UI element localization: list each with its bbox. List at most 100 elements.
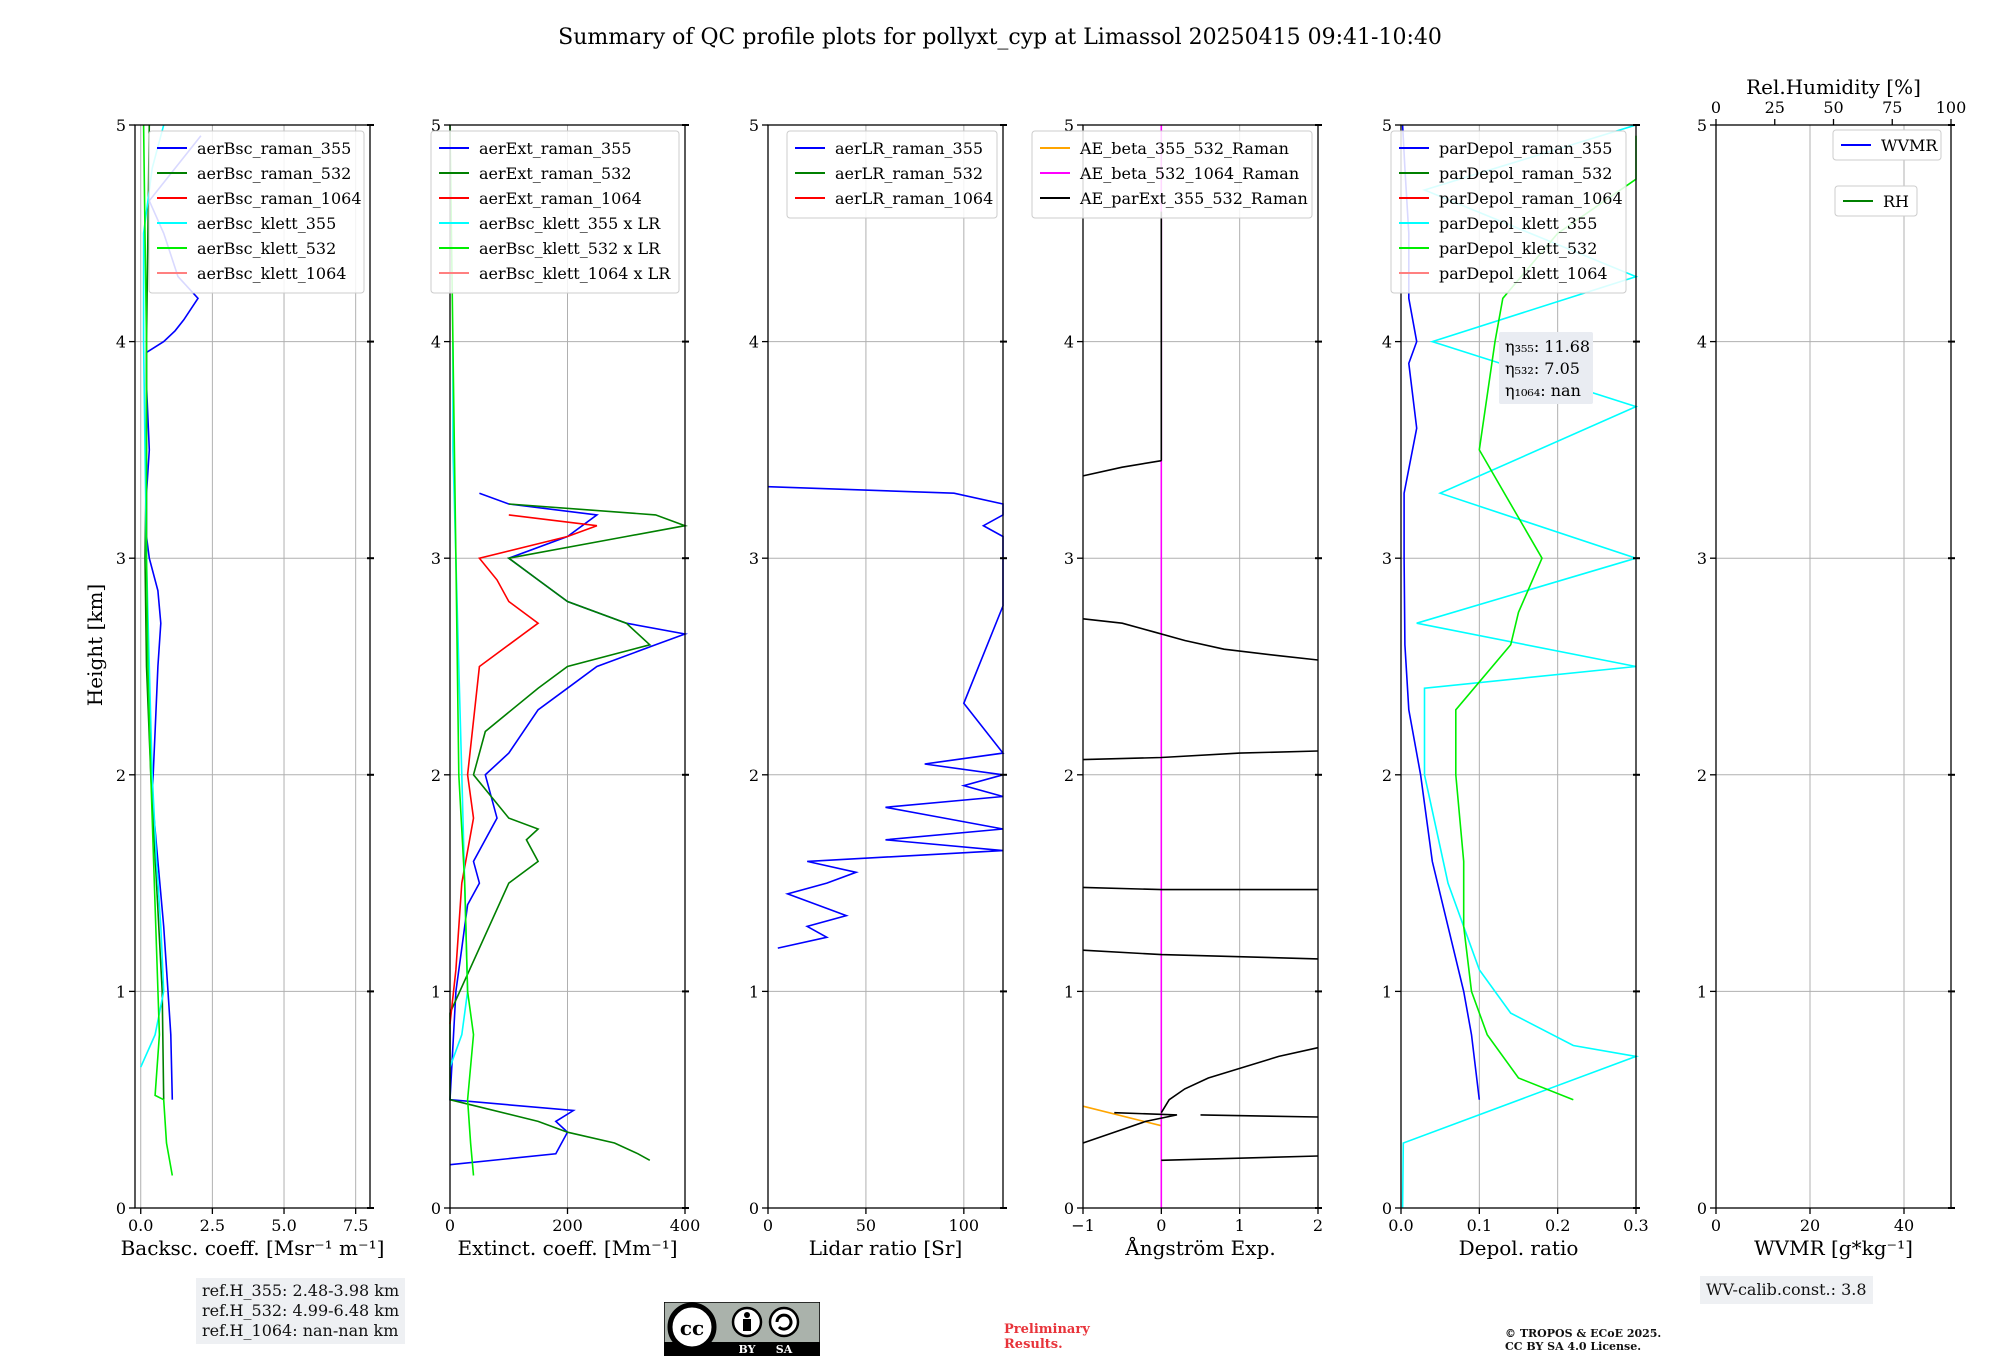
x-axis-label: Lidar ratio [Sr]	[809, 1236, 963, 1260]
wv-calib-box: WV-calib.const.: 3.8	[1700, 1276, 1873, 1304]
y-tick-label: 4	[749, 333, 759, 352]
legend-label: parDepol_raman_1064	[1439, 189, 1623, 208]
axes-frame	[1400, 124, 1637, 1209]
axes-frame	[767, 124, 1004, 1209]
copyright-line-2: CC BY SA 4.0 License.	[1505, 1340, 1642, 1353]
x-tick-label: 7.5	[343, 1216, 368, 1235]
legend-label: aerBsc_klett_355 x LR	[479, 214, 661, 233]
legend-box	[1834, 185, 1918, 217]
panel-bsc: 0.0 2.5 5.0 7.5 0 1 2 3 4 5 Backsc. coeff. [Msr⁻¹ …	[116, 116, 385, 1260]
series-line-AE_parExt_355_532_Raman	[1082, 459, 1162, 477]
x-tick-label: −1	[1071, 1216, 1095, 1235]
legend-label: RH	[1883, 192, 1909, 211]
x-tick-label: 200	[552, 1216, 583, 1235]
x-tick-label: 400	[670, 1216, 701, 1235]
preliminary-line-1: Preliminary	[1004, 1322, 1090, 1337]
y-tick-label: 2	[749, 766, 759, 785]
legend-label: WVMR	[1881, 136, 1938, 155]
x-axis-label: Extinct. coeff. [Mm⁻¹]	[457, 1236, 677, 1260]
legend-label: aerBsc_raman_1064	[197, 189, 362, 208]
panel-wv: 0 20 40 0 1 2 3 4 5 WVMR [g*kg⁻¹] 0 25 50 75 100 Rel.Hu…	[1697, 75, 1966, 1260]
x-tick-label: 0.0	[128, 1216, 153, 1235]
y-tick-label: 5	[1064, 116, 1074, 135]
legend-label: aerBsc_klett_1064	[197, 264, 346, 283]
legend-label: AE_beta_355_532_Raman	[1079, 139, 1289, 158]
legend-box	[148, 130, 365, 294]
legend-box	[1390, 130, 1627, 294]
y-tick-label: 4	[431, 333, 441, 352]
series-line-AE_beta_355_532_Raman	[1082, 1105, 1162, 1127]
legend-label: aerLR_raman_1064	[835, 189, 993, 208]
x-tick-label: 0.2	[1545, 1216, 1570, 1235]
y-tick-label: 3	[749, 549, 759, 568]
axes-frame	[1082, 124, 1319, 1209]
y-tick-label: 5	[1382, 116, 1392, 135]
y-tick-label: 1	[431, 982, 441, 1001]
series-line-AE_parExt_355_532_Raman	[1200, 1114, 1319, 1118]
preliminary-line-2: Results.	[1004, 1337, 1063, 1352]
legend-label: aerBsc_raman_532	[197, 164, 351, 183]
y-tick-label: 4	[1697, 333, 1707, 352]
cc-license-badge: cc BY SA	[664, 1302, 820, 1356]
y-tick-label: 4	[1064, 333, 1074, 352]
top-x-tick-label: 50	[1823, 98, 1843, 117]
panel-lr: 0 50 100 0 1 2 3 4 5 Lidar ratio [Sr] aerLR_raman_…	[749, 116, 1007, 1260]
panel-depol: 0.0 0.1 0.2 0.3 0 1 2 3 4 5 Depol. ratio parDepol_r…	[1382, 116, 1649, 1260]
x-axis-label: Backsc. coeff. [Msr⁻¹ m⁻¹]	[121, 1236, 385, 1260]
y-tick-label: 1	[1697, 982, 1707, 1001]
cc-logo-text: cc	[680, 1316, 704, 1340]
series-line-aerBsc_klett_355	[139, 124, 165, 1068]
x-tick-label: 40	[1894, 1216, 1914, 1235]
y-tick-label: 5	[431, 116, 441, 135]
by-person-body-icon	[743, 1319, 751, 1331]
series-line-aerExt_raman_532	[449, 503, 689, 1162]
y-tick-label: 0	[431, 1199, 441, 1218]
eta-value: η₁₀₆₄: nan	[1505, 381, 1581, 400]
series-line-aerBsc_klett_532 x LR	[449, 124, 475, 1176]
legend-label: parDepol_raman_532	[1439, 164, 1612, 183]
legend-box	[786, 130, 998, 219]
wv-calib-text: WV-calib.const.: 3.8	[1706, 1280, 1867, 1299]
y-tick-label: 3	[116, 549, 126, 568]
y-tick-label: 5	[1697, 116, 1707, 135]
x-tick-label: 0	[1711, 1216, 1721, 1235]
axes-frame	[1715, 124, 1952, 1209]
y-tick-label: 5	[749, 116, 759, 135]
x-tick-label: 0	[445, 1216, 455, 1235]
x-axis-label: Ångström Exp.	[1124, 1235, 1275, 1260]
y-tick-label: 0	[1064, 1199, 1074, 1218]
series-line-AE_parExt_355_532_Raman	[1082, 750, 1319, 761]
y-tick-label: 2	[116, 766, 126, 785]
y-tick-label: 2	[431, 766, 441, 785]
by-label: BY	[739, 1343, 756, 1356]
series-line-AE_parExt_355_532_Raman	[1082, 1111, 1178, 1144]
series-line-aerBsc_raman_532	[144, 124, 165, 1100]
top-x-tick-label: 0	[1711, 98, 1721, 117]
y-tick-label: 4	[1382, 333, 1392, 352]
eta-value: η₃₅₅: 11.68	[1505, 337, 1590, 356]
x-axis-label: WVMR [g*kg⁻¹]	[1754, 1236, 1913, 1260]
legend-label: aerBsc_klett_532 x LR	[479, 239, 661, 258]
x-tick-label: 1	[1235, 1216, 1245, 1235]
figure-title: Summary of QC profile plots for pollyxt_…	[558, 25, 1442, 50]
legend-label: parDepol_klett_532	[1439, 239, 1597, 258]
panel-ext: 0 200 400 0 1 2 3 4 5 Extinct. coeff. [Mm⁻¹] aerEx…	[430, 116, 701, 1260]
x-tick-label: 0	[763, 1216, 773, 1235]
series-line-AE_parExt_355_532_Raman	[1082, 949, 1319, 960]
top-x-tick-label: 100	[1936, 98, 1967, 117]
legend-label: aerExt_raman_355	[479, 139, 632, 158]
legend-label: parDepol_raman_355	[1439, 139, 1612, 158]
y-tick-label: 1	[1064, 982, 1074, 1001]
x-tick-label: 2.5	[200, 1216, 225, 1235]
series-line-aerBsc_klett_355 x LR	[449, 341, 469, 1068]
legend-label: parDepol_klett_1064	[1439, 264, 1608, 283]
eta-box	[1499, 332, 1593, 404]
series-line-aerBsc_klett_532	[142, 124, 174, 1176]
y-tick-label: 5	[116, 116, 126, 135]
legend-label: aerLR_raman_532	[835, 164, 983, 183]
y-tick-label: 2	[1382, 766, 1392, 785]
y-axis-label: Height [km]	[83, 584, 107, 706]
legend-label: aerBsc_klett_1064 x LR	[479, 264, 671, 283]
y-tick-label: 2	[1064, 766, 1074, 785]
